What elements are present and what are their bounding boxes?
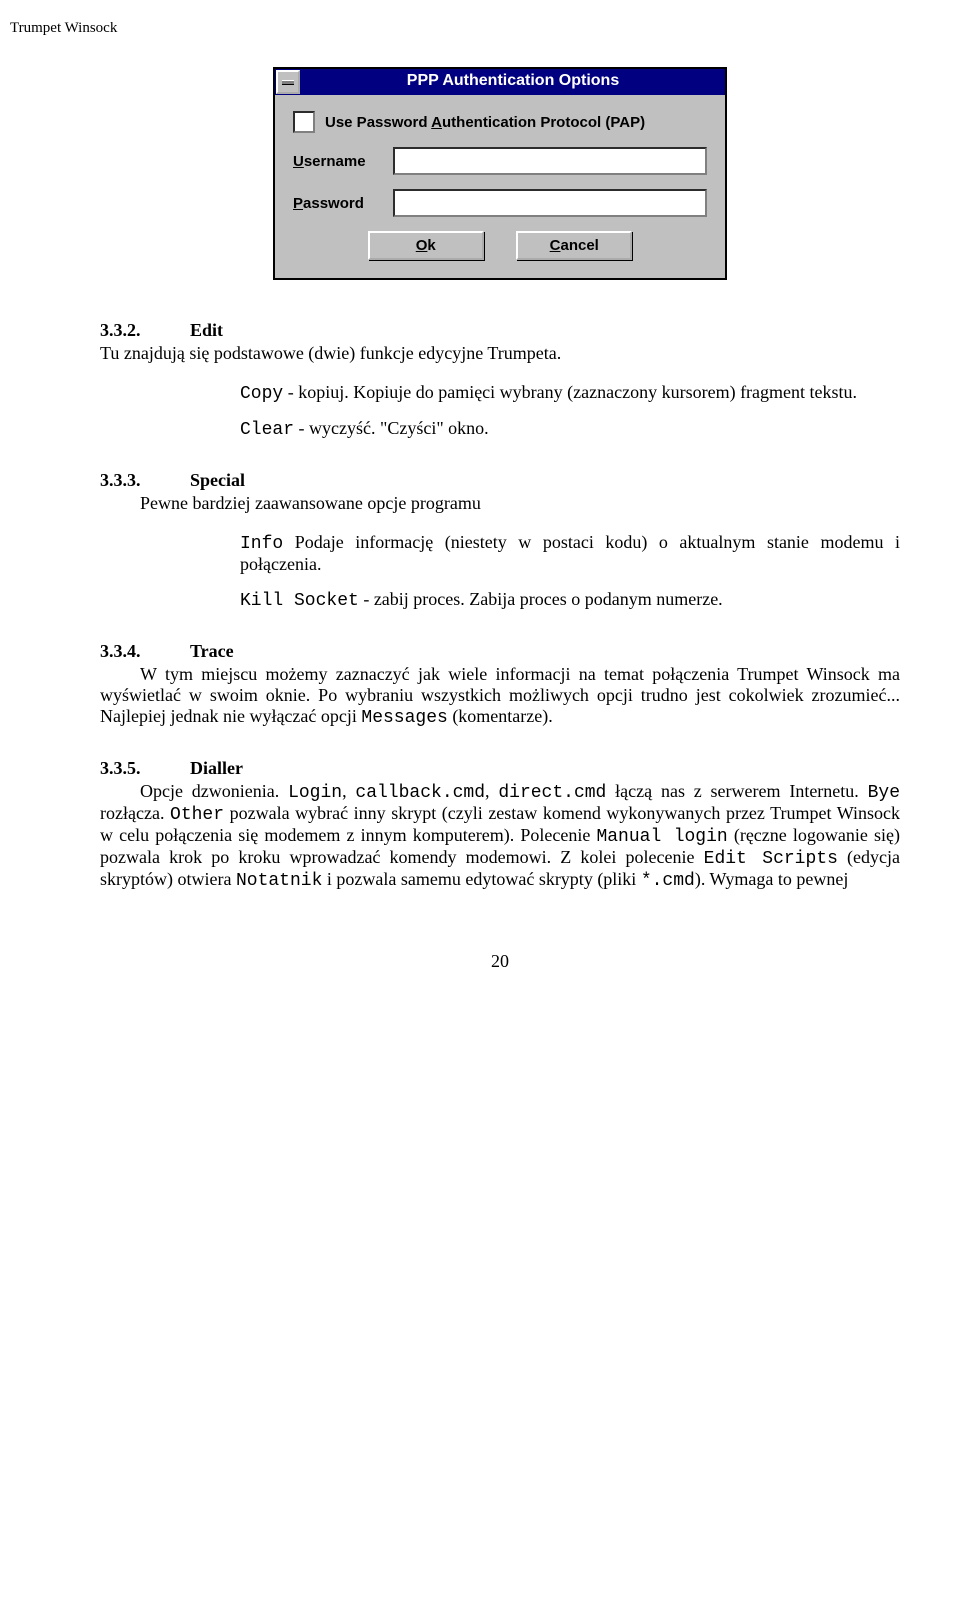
dialog-container: PPP Authentication Options Use Password …: [100, 67, 900, 280]
pap-checkbox-label: Use Password Authentication Protocol (PA…: [325, 114, 645, 131]
pap-checkbox-row: Use Password Authentication Protocol (PA…: [293, 111, 707, 133]
section-number: 3.3.5.: [100, 758, 190, 779]
cancel-button[interactable]: Cancel: [516, 231, 632, 260]
section-335-body: Opcje dzwonienia. Login, callback.cmd, d…: [100, 781, 900, 891]
kill-socket-definition: Kill Socket - zabij proces. Zabija proce…: [240, 589, 900, 611]
section-333-head: 3.3.3.Special: [100, 470, 900, 491]
dialog-body: Use Password Authentication Protocol (PA…: [275, 95, 725, 278]
section-332-head: 3.3.2.Edit: [100, 320, 900, 341]
password-input[interactable]: [393, 189, 707, 217]
ppp-auth-dialog: PPP Authentication Options Use Password …: [273, 67, 727, 280]
dialog-titlebar: PPP Authentication Options: [275, 69, 725, 95]
section-title: Special: [190, 470, 245, 490]
username-row: Username: [293, 147, 707, 175]
section-334-head: 3.3.4.Trace: [100, 641, 900, 662]
section-title: Edit: [190, 320, 223, 340]
section-title: Dialler: [190, 758, 243, 778]
clear-definition: Clear - wyczyść. "Czyści" okno.: [240, 418, 900, 440]
copy-definition: Copy - kopiuj. Kopiuje do pamięci wybran…: [240, 382, 900, 404]
section-333-intro: Pewne bardziej zaawansowane opcje progra…: [140, 493, 900, 514]
pap-checkbox[interactable]: [293, 111, 315, 133]
section-number: 3.3.3.: [100, 470, 190, 491]
system-menu-icon[interactable]: [276, 70, 300, 94]
page-number: 20: [100, 951, 900, 972]
section-number: 3.3.2.: [100, 320, 190, 341]
section-335-head: 3.3.5.Dialler: [100, 758, 900, 779]
section-number: 3.3.4.: [100, 641, 190, 662]
info-definition: Info Podaje informację (niestety w posta…: [240, 532, 900, 575]
dialog-title: PPP Authentication Options: [301, 69, 725, 95]
running-header: Trumpet Winsock: [10, 20, 900, 37]
section-title: Trace: [190, 641, 234, 661]
ok-button[interactable]: Ok: [368, 231, 484, 260]
username-label: Username: [293, 153, 393, 170]
section-332-intro: Tu znajdują się podstawowe (dwie) funkcj…: [100, 343, 900, 364]
dialog-button-row: Ok Cancel: [293, 231, 707, 260]
password-row: Password: [293, 189, 707, 217]
username-input[interactable]: [393, 147, 707, 175]
password-label: Password: [293, 195, 393, 212]
section-334-body: W tym miejscu możemy zaznaczyć jak wiele…: [100, 664, 900, 728]
